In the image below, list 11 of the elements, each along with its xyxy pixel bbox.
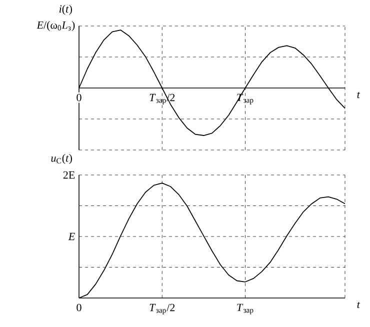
x-axis-title: t xyxy=(357,92,360,98)
text: E xyxy=(68,232,75,240)
x-tick-label: T$_{зар}$/2 xyxy=(150,304,175,314)
y-axis-title: i(t) xyxy=(59,4,72,15)
x-axis-title: t xyxy=(357,302,360,308)
x-tick-label: 0 xyxy=(76,94,82,102)
y-axis-title: u$_{C}$(t) xyxy=(51,154,72,164)
x-tick-label: 0 xyxy=(76,304,82,312)
text: E/(ω$_{0}$L$_{з}$) xyxy=(36,21,75,31)
x-tick-label: T$_{зар}$ xyxy=(237,304,254,314)
text: 2E xyxy=(63,171,75,179)
